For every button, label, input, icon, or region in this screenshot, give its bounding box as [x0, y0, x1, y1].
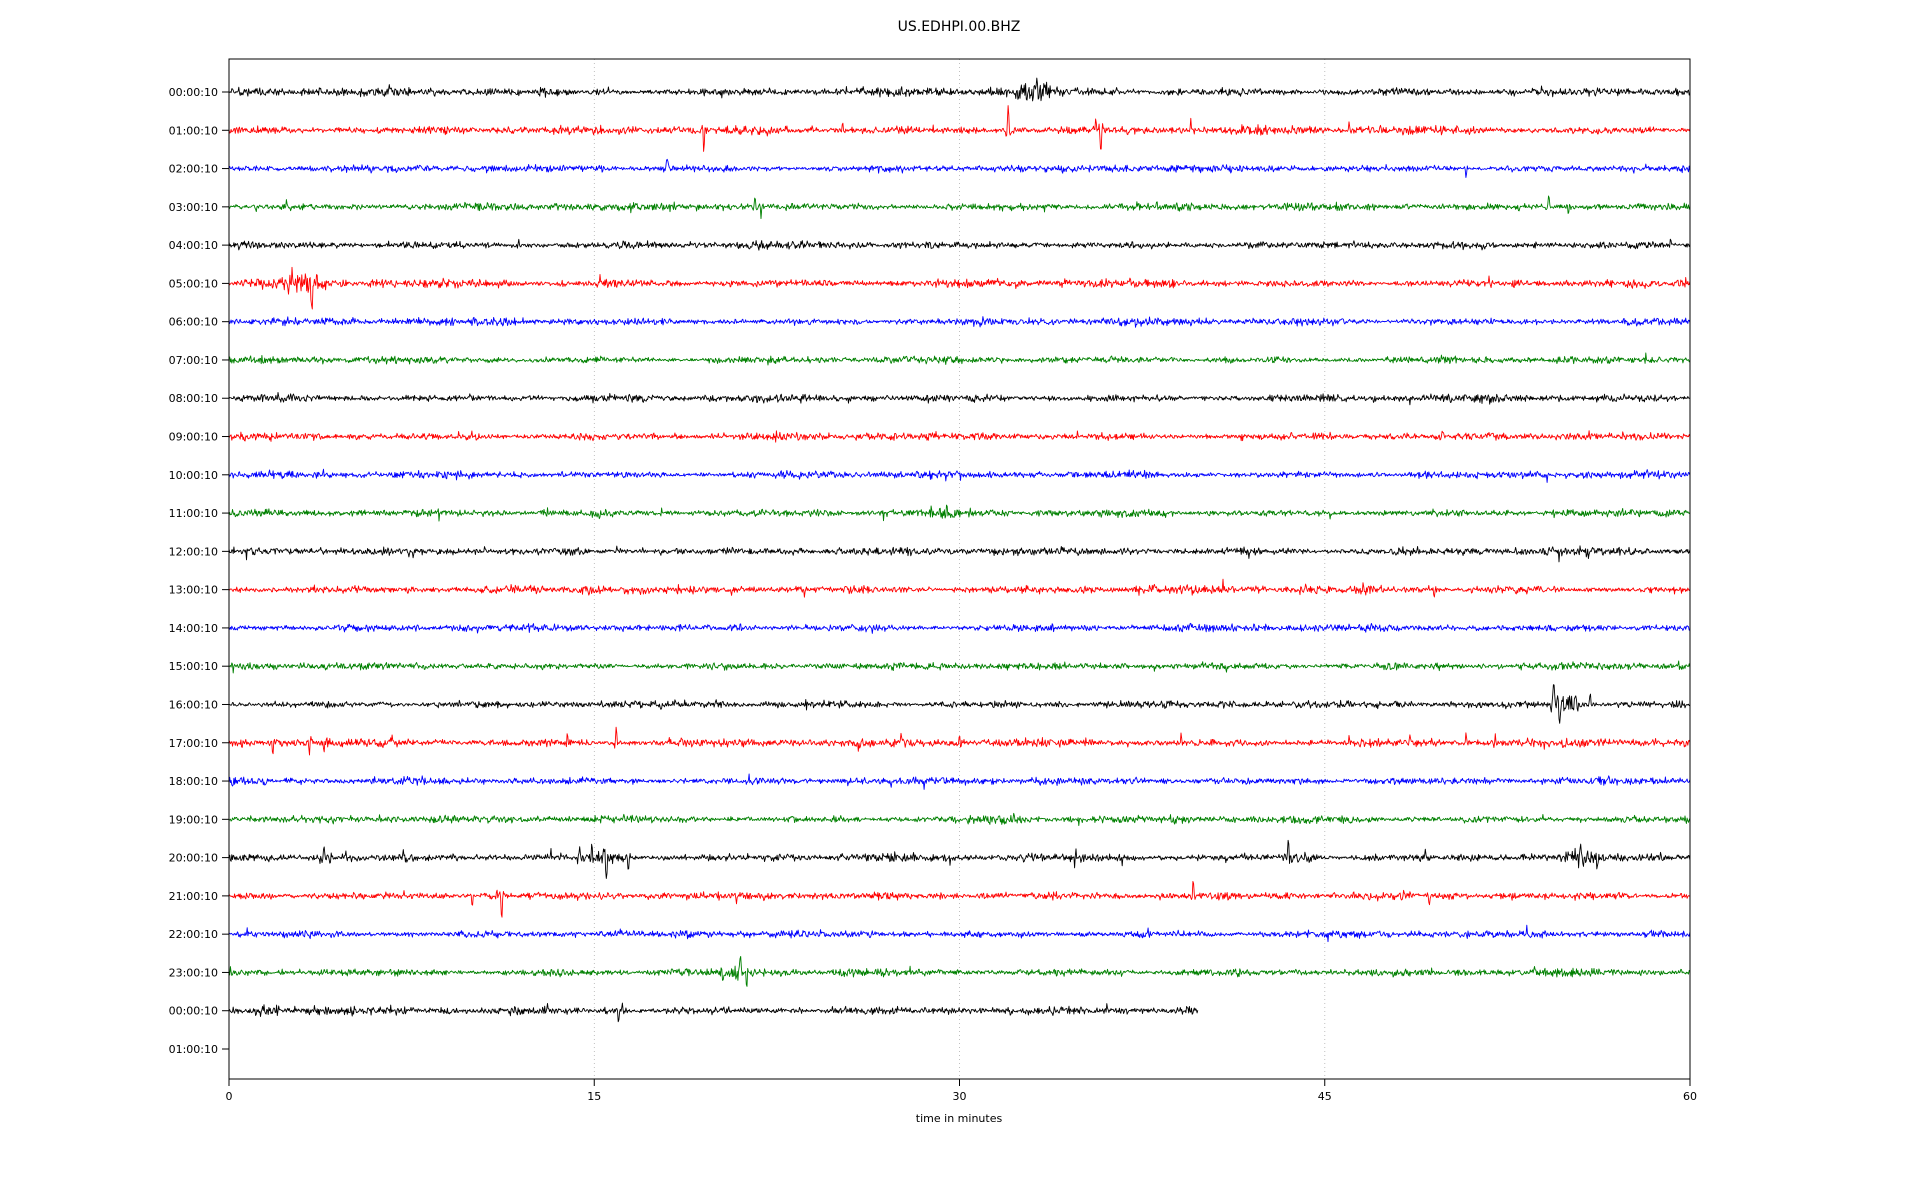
- row-time-label: 01:00:10: [169, 124, 218, 137]
- plot-title: US.EDHPI.00.BHZ: [898, 19, 1021, 35]
- row-time-label: 12:00:10: [169, 545, 218, 558]
- trace-row: [228, 955, 1691, 987]
- row-time-label: 20:00:10: [169, 852, 218, 865]
- row-time-label: 09:00:10: [169, 431, 218, 444]
- trace-row: [229, 684, 1691, 724]
- trace-row: [228, 812, 1691, 827]
- trace-row: [228, 158, 1691, 178]
- row-time-label: 13:00:10: [169, 584, 218, 597]
- row-time-label: 04:00:10: [169, 239, 218, 252]
- trace-row: [228, 773, 1691, 790]
- row-time-label: 15:00:10: [169, 660, 218, 673]
- row-time-label: 14:00:10: [169, 622, 218, 635]
- row-time-label: 23:00:10: [169, 966, 218, 979]
- row-time-label: 01:00:10: [169, 1043, 218, 1056]
- trace-row: [228, 468, 1691, 483]
- trace-row: [228, 924, 1691, 943]
- row-time-label: 00:00:10: [169, 1005, 218, 1018]
- x-axis-title: time in minutes: [916, 1112, 1003, 1125]
- row-time-label: 11:00:10: [169, 507, 218, 520]
- trace-row: [228, 352, 1691, 366]
- trace-row: [228, 839, 1691, 879]
- row-time-label: 00:00:10: [169, 86, 218, 99]
- row-time-label: 10:00:10: [169, 469, 218, 482]
- trace-row: [228, 195, 1691, 220]
- row-time-label: 05:00:10: [169, 277, 218, 290]
- row-time-label: 21:00:10: [169, 890, 218, 903]
- row-time-label: 08:00:10: [169, 392, 218, 405]
- x-tick-label: 15: [587, 1090, 601, 1103]
- trace-row: [228, 660, 1691, 674]
- trace-row: [228, 392, 1691, 406]
- trace-row: [228, 1002, 1199, 1023]
- row-time-label: 06:00:10: [169, 316, 218, 329]
- axis-layer: 0 15 30 45 60 00:00:10 01:00:10 02:00:10 03:00:1…: [169, 58, 1697, 1103]
- trace-row: [228, 316, 1691, 328]
- x-tick-label: 30: [953, 1090, 967, 1103]
- trace-row: [228, 266, 1691, 310]
- trace-row: [228, 880, 1691, 918]
- trace-row: [228, 504, 1691, 522]
- trace-row: [228, 238, 1691, 251]
- x-tick-label: 0: [226, 1090, 233, 1103]
- trace-row: [228, 726, 1691, 756]
- row-time-label: 16:00:10: [169, 698, 218, 711]
- row-time-label: 07:00:10: [169, 354, 218, 367]
- row-time-label: 22:00:10: [169, 928, 218, 941]
- trace-row: [228, 622, 1691, 634]
- x-tick-label: 60: [1683, 1090, 1697, 1103]
- trace-layer: [228, 77, 1691, 1023]
- row-time-label: 02:00:10: [169, 163, 218, 176]
- grid-layer: [593, 59, 1326, 1079]
- trace-row: [228, 430, 1691, 443]
- x-tick-label: 45: [1318, 1090, 1332, 1103]
- trace-row: [228, 77, 1691, 102]
- row-time-label: 03:00:10: [169, 201, 218, 214]
- trace-row: [228, 105, 1691, 152]
- trace-row: [228, 578, 1691, 598]
- row-time-label: 17:00:10: [169, 737, 218, 750]
- row-time-label: 19:00:10: [169, 813, 218, 826]
- trace-row: [228, 545, 1691, 563]
- row-time-label: 18:00:10: [169, 775, 218, 788]
